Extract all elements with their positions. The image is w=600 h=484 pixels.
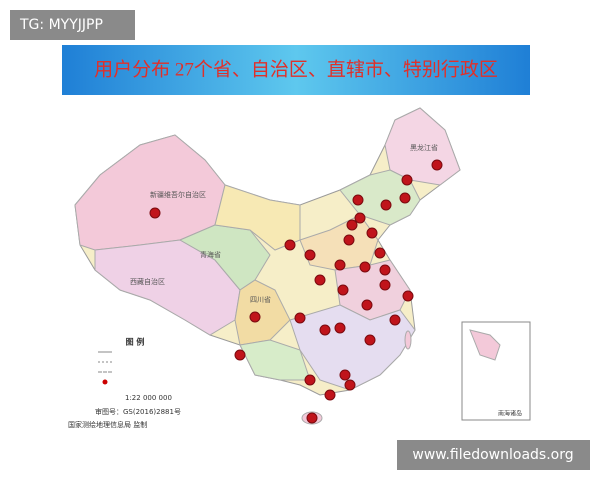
map-label: 青海省 [200, 250, 221, 259]
user-marker [379, 264, 391, 276]
user-marker [339, 369, 351, 381]
user-marker [354, 212, 366, 224]
user-marker [399, 192, 411, 204]
user-marker [234, 349, 246, 361]
user-markers [149, 159, 443, 424]
region [94, 239, 241, 336]
map-label: 新疆维吾尔自治区 [150, 190, 206, 199]
user-marker [343, 234, 355, 246]
user-marker [380, 199, 392, 211]
user-marker [379, 279, 391, 291]
user-marker [314, 274, 326, 286]
map: 新疆维吾尔自治区 西藏自治区 青海省 四川省 黑龙江省 [74, 107, 461, 425]
producer: 国家测绘地理信息局 监制 [68, 420, 147, 429]
badge-box [10, 10, 135, 40]
user-marker [361, 299, 373, 311]
watermark-text: www.filedownloads.org [412, 447, 573, 463]
map-label: 黑龙江省 [410, 143, 438, 152]
user-marker [352, 194, 364, 206]
user-marker [346, 219, 358, 231]
user-marker [306, 412, 318, 424]
user-marker [389, 314, 401, 326]
user-marker [304, 374, 316, 386]
user-marker [364, 334, 376, 346]
user-marker [344, 379, 356, 391]
island [404, 330, 412, 350]
user-marker [319, 324, 331, 336]
user-marker [431, 159, 443, 171]
region [339, 169, 421, 226]
legend-scale: 1:22 000 000 [125, 394, 172, 402]
legend-title: 图 例 [126, 337, 145, 347]
user-marker [149, 207, 161, 219]
watermark-box [397, 440, 590, 470]
user-marker [334, 322, 346, 334]
region [234, 279, 291, 346]
banner [62, 45, 530, 95]
user-marker [324, 389, 336, 401]
user-marker [401, 174, 413, 186]
user-marker [284, 239, 296, 251]
legend: 图 例 1:22 000 000 审图号：GS(2016)2881号 国家测绘地… [68, 337, 181, 430]
inset-label: 南海诸岛 [498, 410, 522, 418]
user-marker [294, 312, 306, 324]
user-marker [304, 249, 316, 261]
user-marker [402, 290, 414, 302]
user-marker [249, 311, 261, 323]
user-marker [374, 247, 386, 259]
inset-land [469, 329, 501, 361]
approval-number: 审图号：GS(2016)2881号 [95, 407, 181, 416]
user-marker [334, 259, 346, 271]
inset: 南海诸岛 [461, 321, 531, 421]
map-label: 西藏自治区 [130, 277, 165, 286]
legend-symbol [102, 379, 108, 385]
map-label: 四川省 [250, 295, 271, 304]
badge-text: TG: MYYJJPP [19, 17, 103, 33]
banner-title: 用户分布 27个省、自治区、直辖市、特别行政区 [94, 58, 498, 80]
user-marker [337, 284, 349, 296]
user-marker [366, 227, 378, 239]
region [299, 214, 379, 271]
user-marker [359, 261, 371, 273]
